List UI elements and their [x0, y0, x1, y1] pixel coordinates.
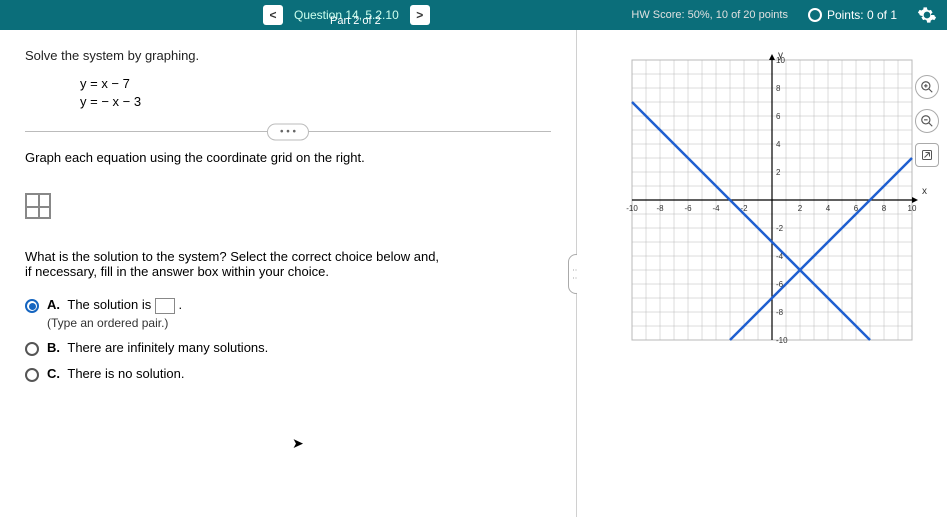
gear-icon[interactable] [917, 5, 937, 25]
equation-1: y = x − 7 [80, 75, 551, 93]
choice-a-label: A. [47, 297, 60, 312]
ellipsis-button[interactable]: • • • [267, 124, 309, 141]
part-label: Part 2 of 2 [330, 15, 381, 27]
right-panel: -10-8-6-4-2246810-10-8-6-4-2246810xy [577, 30, 947, 517]
choice-c-label: C. [47, 366, 60, 381]
choice-c[interactable]: C. There is no solution. [25, 366, 551, 382]
main-content: Solve the system by graphing. y = x − 7 … [0, 30, 947, 517]
q2-line1: What is the solution to the system? Sele… [25, 249, 439, 264]
svg-text:-10: -10 [626, 204, 638, 213]
radio-a[interactable] [25, 299, 39, 313]
zoom-out-icon[interactable] [915, 109, 939, 133]
solution-question: What is the solution to the system? Sele… [25, 249, 551, 279]
choice-b-label: B. [47, 340, 60, 355]
answer-choices: A. The solution is . (Type an ordered pa… [25, 297, 551, 382]
svg-text:-6: -6 [684, 204, 692, 213]
zoom-in-icon[interactable] [915, 75, 939, 99]
hw-score: HW Score: 50%, 10 of 20 points [631, 9, 788, 21]
svg-text:y: y [778, 50, 783, 61]
points-label: Points: 0 of 1 [808, 8, 897, 22]
grid-tool-icon[interactable] [25, 193, 51, 219]
svg-text:2: 2 [776, 168, 781, 177]
svg-text:6: 6 [776, 112, 781, 121]
points-text: Points: 0 of 1 [827, 8, 897, 22]
problem-prompt: Solve the system by graphing. [25, 48, 551, 63]
radio-b[interactable] [25, 342, 39, 356]
choice-b[interactable]: B. There are infinitely many solutions. [25, 340, 551, 356]
equation-2: y = − x − 3 [80, 93, 551, 111]
answer-input-box[interactable] [155, 298, 175, 314]
popout-icon[interactable] [915, 143, 939, 167]
top-bar: < Question 14, 5.2.10 > Part 2 of 2 HW S… [0, 0, 947, 30]
svg-text:-2: -2 [776, 224, 784, 233]
coordinate-grid[interactable]: -10-8-6-4-2246810-10-8-6-4-2246810xy [622, 50, 902, 330]
choice-a[interactable]: A. The solution is . (Type an ordered pa… [25, 297, 551, 330]
svg-text:-10: -10 [776, 336, 788, 345]
svg-text:-8: -8 [656, 204, 664, 213]
choice-a-text-pre: The solution is [67, 297, 154, 312]
svg-text:2: 2 [798, 204, 803, 213]
choice-a-text-post: . [178, 297, 182, 312]
divider: • • • [25, 131, 551, 132]
svg-text:-8: -8 [776, 308, 784, 317]
left-panel: Solve the system by graphing. y = x − 7 … [0, 30, 577, 517]
cursor-icon: ➤ [292, 435, 304, 452]
q2-line2: if necessary, fill in the answer box wit… [25, 264, 329, 279]
graph-tools [915, 75, 939, 167]
prev-button[interactable]: < [263, 5, 283, 25]
choice-a-sub: (Type an ordered pair.) [47, 316, 182, 330]
svg-text:x: x [922, 186, 927, 197]
graph-instruction: Graph each equation using the coordinate… [25, 150, 551, 165]
radio-c[interactable] [25, 368, 39, 382]
choice-c-text: There is no solution. [67, 366, 184, 381]
svg-text:10: 10 [908, 204, 917, 213]
svg-text:-4: -4 [712, 204, 720, 213]
svg-text:4: 4 [776, 140, 781, 149]
svg-text:4: 4 [826, 204, 831, 213]
svg-text:8: 8 [882, 204, 887, 213]
choice-b-text: There are infinitely many solutions. [67, 340, 268, 355]
next-button[interactable]: > [410, 5, 430, 25]
score-group: HW Score: 50%, 10 of 20 points Points: 0… [631, 5, 937, 25]
svg-text:8: 8 [776, 84, 781, 93]
equations: y = x − 7 y = − x − 3 [80, 75, 551, 111]
points-icon [808, 8, 822, 22]
